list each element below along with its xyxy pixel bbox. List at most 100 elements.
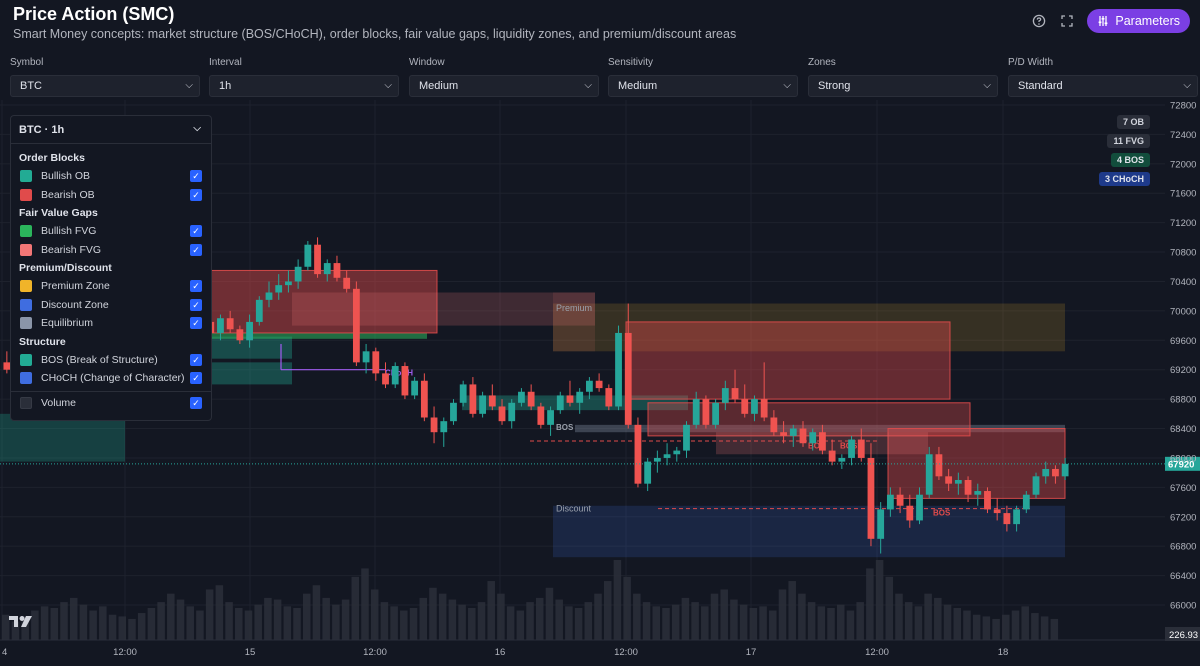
legend-item-bearish-ob[interactable]: Bearish OB ✓	[11, 186, 211, 205]
symbol-select[interactable]: BTC ⌵	[10, 75, 200, 97]
candle-body	[916, 494, 923, 521]
candle-body	[1052, 468, 1059, 477]
volume-bar	[302, 593, 311, 640]
candle-body	[430, 417, 438, 433]
candle-body	[352, 288, 360, 363]
volume-bar	[50, 608, 59, 640]
volume-bar	[419, 597, 427, 640]
candle-body	[527, 391, 535, 407]
candle-body	[789, 428, 797, 436]
checkbox-checked-icon[interactable]: ✓	[190, 298, 202, 311]
checkbox-checked-icon[interactable]: ✓	[190, 188, 202, 201]
volume-bar	[458, 604, 466, 640]
volume-bar	[536, 597, 544, 640]
window-select[interactable]: Medium ⌵	[409, 75, 599, 97]
chevron-down-icon[interactable]: ⌵	[193, 123, 201, 134]
checkbox-checked-icon[interactable]: ✓	[190, 280, 202, 292]
candle-body	[993, 509, 1001, 514]
candle-body	[265, 292, 273, 300]
legend-item-bullish-ob[interactable]: Bullish OB ✓	[11, 167, 211, 186]
volume-bar	[21, 616, 29, 640]
x-tick-label: 16	[495, 647, 506, 658]
checkbox-checked-icon[interactable]: ✓	[190, 225, 202, 237]
candle-body	[984, 491, 991, 510]
candle-body	[314, 244, 321, 275]
zones-select[interactable]: Strong ⌵	[808, 75, 998, 97]
volume-bar	[468, 608, 476, 640]
candle-body	[828, 450, 836, 462]
candle-body	[799, 428, 807, 444]
checkbox-checked-icon[interactable]: ✓	[190, 396, 202, 409]
sensitivity-label: Sensitivity	[608, 57, 654, 68]
checkbox-checked-icon[interactable]: ✓	[190, 372, 202, 384]
legend-item-discount-zone[interactable]: Discount Zone ✓	[11, 296, 211, 315]
volume-bar	[759, 606, 767, 640]
volume-bar	[235, 608, 243, 640]
candle-body	[537, 406, 545, 425]
legend-item-bullish-fvg[interactable]: Bullish FVG ✓	[11, 222, 211, 241]
choch-count-badge: 3 CHoCH	[1098, 172, 1150, 186]
candle-body	[508, 402, 516, 422]
bearish-fvg	[553, 292, 595, 352]
volume-bar	[730, 599, 738, 640]
checkbox-checked-icon[interactable]: ✓	[190, 243, 202, 256]
candle-body	[954, 480, 962, 484]
volume-bar	[982, 616, 991, 640]
candle-body	[498, 406, 506, 422]
candle-body	[285, 281, 292, 286]
volume-bar	[264, 597, 272, 640]
volume-bar	[176, 599, 185, 640]
candle-body	[469, 384, 477, 414]
volume-bar	[545, 587, 554, 640]
pd-width-select[interactable]: Standard ⌵	[1008, 75, 1198, 97]
pd-width-label: P/D Width	[1008, 57, 1054, 68]
volume-bar	[924, 593, 932, 640]
volume-bar	[409, 608, 418, 640]
parameters-button[interactable]: Parameters	[1087, 9, 1190, 33]
legend-item-equilibrium[interactable]: Equilibrium ✓	[11, 314, 211, 333]
legend-section-structure: Structure	[19, 335, 66, 348]
checkbox-checked-icon[interactable]: ✓	[190, 170, 202, 182]
candle-body	[566, 395, 574, 403]
expand-icon[interactable]	[1055, 9, 1079, 33]
legend-item-premium-zone[interactable]: Premium Zone ✓	[11, 277, 211, 296]
candle-body	[760, 399, 768, 418]
volume-bar	[662, 608, 670, 640]
x-tick-label: 12:00	[614, 647, 638, 658]
y-tick-label: 69600	[1170, 336, 1196, 347]
legend-header[interactable]: BTC · 1h ⌵	[11, 116, 211, 144]
volume-bar	[448, 599, 457, 640]
legend-item-choch[interactable]: CHoCH (Change of Character) ✓	[11, 369, 211, 388]
volume-bar	[2, 614, 10, 640]
legend-item-volume[interactable]: Volume ✓	[11, 394, 211, 413]
legend-section-premium-discount: Premium/Discount	[19, 262, 112, 274]
legend-section-fvg: Fair Value Gaps	[19, 207, 98, 219]
last-price-label: 67920	[1168, 459, 1194, 470]
sensitivity-select[interactable]: Medium ⌵	[608, 75, 798, 97]
candle-body	[925, 454, 933, 495]
volume-bar	[827, 608, 835, 640]
candle-body	[819, 432, 826, 451]
legend-item-bearish-fvg[interactable]: Bearish FVG ✓	[11, 241, 211, 260]
window-control: Window Medium ⌵	[409, 56, 599, 97]
checkbox-checked-icon[interactable]: ✓	[190, 317, 202, 329]
candle-body	[712, 402, 720, 425]
candle-body	[624, 332, 632, 425]
candle-body	[333, 263, 341, 278]
legend-item-label: Discount Zone	[41, 298, 109, 311]
candle-body	[721, 388, 729, 403]
bos-label: BOS	[933, 508, 951, 517]
volume-bar	[438, 593, 447, 640]
volume-bar	[11, 621, 20, 640]
x-tick-label: 12:00	[363, 647, 387, 658]
legend-item-bos[interactable]: BOS (Break of Structure) ✓	[11, 351, 211, 370]
x-tick-label: 18	[998, 647, 1009, 658]
volume-bar	[157, 602, 165, 640]
y-tick-label: 72400	[1170, 130, 1196, 141]
y-tick-label: 66800	[1170, 542, 1196, 553]
checkbox-checked-icon[interactable]: ✓	[190, 353, 202, 366]
help-circle-icon[interactable]	[1027, 9, 1051, 33]
interval-select[interactable]: 1h ⌵	[209, 75, 399, 97]
volume-bar	[205, 589, 214, 640]
y-tick-label: 66000	[1170, 601, 1196, 612]
